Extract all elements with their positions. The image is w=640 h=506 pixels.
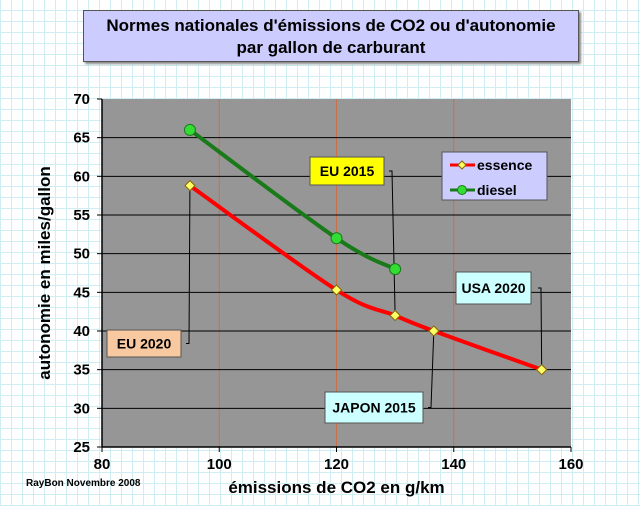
annotation-leader: [538, 287, 543, 370]
legend-label-diesel: diesel: [477, 182, 517, 198]
y-tick-label: 70: [73, 91, 90, 108]
data-point-essence: [389, 309, 401, 322]
x-tick-label: 160: [558, 456, 583, 473]
data-point-diesel: [330, 232, 343, 245]
y-tick-label: 40: [73, 323, 90, 340]
title-line-1: Normes nationales d'émissions de CO2 ou …: [106, 16, 556, 35]
data-point-diesel: [389, 263, 402, 276]
y-tick-label: 25: [73, 439, 90, 456]
y-tick-label: 55: [73, 207, 90, 224]
legend-label-essence: essence: [477, 157, 532, 173]
x-tick-label: 100: [207, 456, 232, 473]
chart-title: Normes nationales d'émissions de CO2 ou …: [83, 10, 579, 62]
data-point-essence: [428, 325, 440, 337]
annotation-label: JAPON 2015: [332, 400, 415, 416]
data-point-diesel: [183, 123, 196, 136]
x-tick-label: 140: [441, 456, 466, 473]
annotation-label: EU 2020: [117, 336, 172, 352]
legend-marker-essence: [457, 160, 467, 170]
y-tick-label: 30: [73, 400, 90, 417]
x-tick-label: 80: [94, 456, 111, 473]
annotation-leader: [428, 330, 435, 408]
annotation-label: USA 2020: [461, 280, 525, 296]
y-tick-label: 35: [73, 362, 90, 379]
data-point-essence: [535, 363, 548, 376]
annotation-leader: [186, 185, 191, 344]
series-line-essence: [188, 183, 543, 372]
series-line-diesel: [188, 128, 397, 271]
annotation-box: [455, 271, 532, 305]
y-tick-label: 60: [73, 168, 90, 185]
y-axis-label: autonomie en miles/gallon: [35, 166, 54, 379]
annotation-box: [106, 329, 182, 358]
annotation-box: [324, 391, 424, 424]
credit: RayBon Novembre 2008: [26, 478, 141, 489]
y-tick-label: 50: [73, 246, 90, 263]
annotation-label: EU 2015: [320, 163, 375, 179]
title-line-2: par gallon de carburant: [236, 38, 426, 57]
annotation-box: [309, 156, 385, 186]
legend-marker-diesel: [457, 185, 467, 195]
data-point-essence: [330, 284, 343, 296]
y-tick-label: 45: [73, 284, 90, 301]
x-tick-label: 120: [324, 456, 349, 473]
y-tick-label: 65: [73, 130, 90, 147]
x-axis-label: émissions de CO2 en g/km: [228, 478, 444, 497]
data-point-essence: [184, 179, 196, 192]
